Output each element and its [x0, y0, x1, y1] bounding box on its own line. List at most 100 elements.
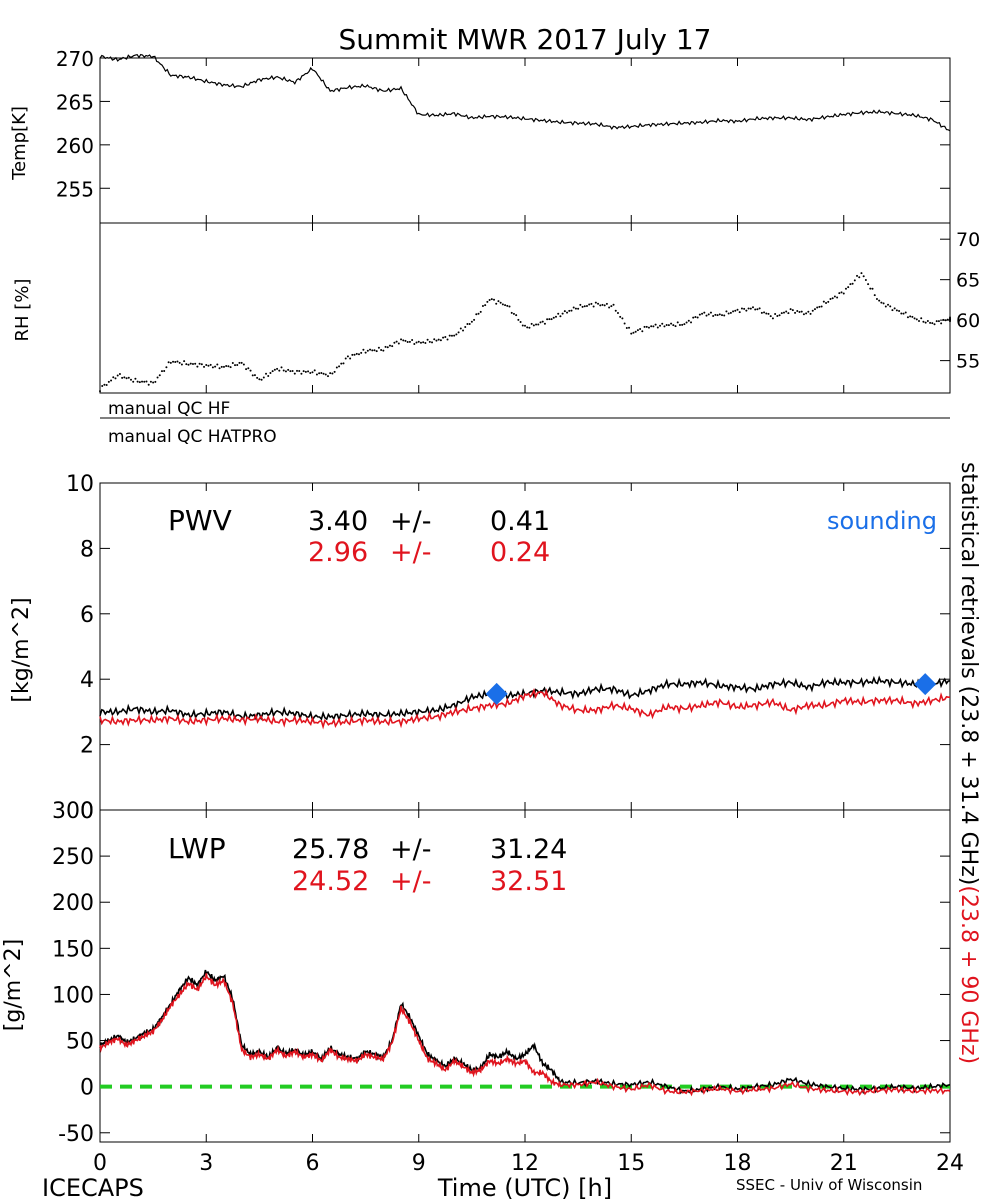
pwv-ytick-label: 8 [80, 537, 94, 562]
rh-point [504, 304, 507, 307]
rh-point [402, 339, 405, 342]
rh-point [853, 279, 856, 282]
retrieval-side-label-black: statistical retrievals (23.8 + 31.4 GHz) [956, 462, 981, 885]
temp-series-line-0 [99, 53, 951, 132]
lwp-ytick-label: -50 [58, 1122, 94, 1147]
footer-project: ICECAPS [42, 1174, 144, 1200]
rh-point [393, 341, 396, 344]
rh-point [225, 364, 228, 367]
rh-point [149, 380, 152, 383]
pwv-panel-label: PWV [168, 504, 232, 537]
rh-point [833, 295, 836, 298]
rh-point [902, 312, 905, 315]
rh-point [355, 352, 358, 355]
rh-point [705, 314, 708, 317]
rh-point [475, 313, 478, 316]
rh-point [676, 321, 679, 324]
rh-point [462, 329, 465, 332]
rh-point [269, 371, 272, 374]
rh-point [931, 322, 934, 325]
rh-point [497, 300, 500, 303]
rh-point [298, 370, 301, 373]
rh-point [364, 351, 367, 354]
rh-point [222, 365, 225, 368]
pwv-series-line-1 [99, 687, 950, 730]
rh-point [572, 306, 575, 309]
rh-point [636, 329, 639, 332]
rh-point [747, 307, 750, 310]
rh-point [765, 312, 768, 315]
rh-point [256, 376, 259, 379]
temp-ytick-label: 255 [56, 177, 94, 201]
rh-point [187, 363, 190, 366]
rh-point [909, 315, 912, 318]
rh-point [802, 313, 805, 316]
pwv-ytick-label: 10 [66, 472, 94, 497]
rh-ytick-label: 65 [956, 270, 980, 292]
rh-point [944, 319, 947, 322]
rh-point [681, 323, 684, 326]
temp-y-axis-label: Temp[K] [9, 106, 30, 181]
rh-point [756, 308, 759, 311]
x-tick-label: 18 [724, 1151, 752, 1176]
rh-point [643, 325, 646, 328]
rh-point [789, 308, 792, 311]
rh-point [455, 333, 458, 336]
rh-point [796, 310, 799, 313]
rh-point [132, 380, 135, 383]
rh-point [320, 371, 323, 374]
rh-point [751, 306, 754, 309]
rh-point [411, 338, 414, 341]
rh-point [450, 334, 453, 337]
rh-point [949, 320, 951, 323]
rh-point [198, 362, 201, 365]
rh-point [818, 305, 821, 308]
rh-point [778, 314, 781, 317]
rh-point [156, 376, 159, 379]
rh-point [152, 381, 155, 384]
rh-point [630, 332, 633, 335]
x-tick-label: 0 [93, 1151, 107, 1176]
rh-point [652, 325, 655, 328]
rh-point [521, 324, 524, 327]
rh-point [428, 340, 431, 343]
rh-point [550, 318, 553, 321]
rh-point [716, 314, 719, 317]
rh-point [105, 383, 108, 386]
rh-point [118, 373, 121, 376]
chart-title: Summit MWR 2017 July 17 [339, 23, 712, 56]
pwv-stat-sd-1: 0.41 [490, 506, 550, 537]
lwp-ytick-label: 100 [52, 983, 94, 1008]
rh-point [858, 276, 861, 279]
rh-point [537, 323, 540, 326]
sounding-marker [914, 673, 937, 696]
rh-point [647, 326, 650, 329]
rh-point [373, 349, 376, 352]
rh-point [209, 363, 212, 366]
lwp-panel-label: LWP [168, 832, 226, 865]
rh-point [344, 357, 347, 360]
rh-point [942, 318, 945, 321]
footer-credit: SSEC - Univ of Wisconsin [736, 1176, 922, 1194]
rh-point [871, 287, 874, 290]
rh-point [782, 311, 785, 314]
rh-point [825, 302, 828, 305]
rh-point [727, 312, 730, 315]
rh-point [176, 360, 179, 363]
rh-point [937, 320, 940, 323]
rh-point [767, 312, 770, 315]
rh-point [236, 364, 239, 367]
rh-point [238, 361, 241, 364]
rh-point [645, 325, 648, 328]
rh-point [949, 318, 951, 321]
rh-point [437, 338, 440, 341]
rh-point [703, 311, 706, 314]
pwv-series-line-0 [99, 675, 951, 723]
rh-point [234, 364, 237, 367]
rh-point [827, 300, 830, 303]
rh-point [683, 323, 686, 326]
rh-point [519, 320, 522, 323]
pwv-stat-pm-1: +/- [390, 506, 431, 537]
rh-point [178, 361, 181, 364]
rh-point [459, 327, 462, 330]
